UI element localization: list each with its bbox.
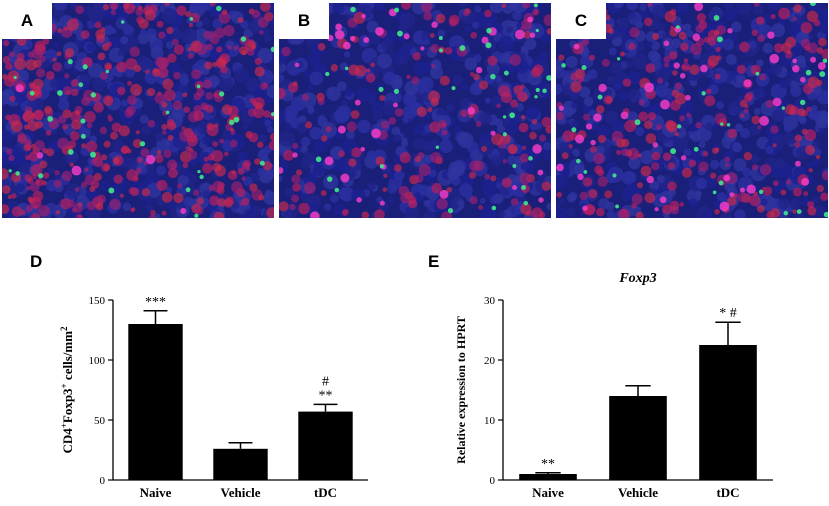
bar	[213, 448, 268, 480]
significance-marker: **	[319, 388, 333, 403]
bar	[519, 474, 577, 480]
y-tick-label: 150	[89, 295, 106, 307]
bar	[128, 324, 183, 480]
micrograph-c	[556, 3, 828, 218]
significance-marker: **	[541, 457, 555, 472]
category-label: tDC	[314, 485, 337, 500]
category-label: Vehicle	[221, 485, 261, 500]
y-tick-label: 30	[484, 295, 496, 307]
chart-e: 0 10 20 30 Naive ** Vehicle tDC * # Foxp3 Relative…	[420, 260, 829, 506]
panel-label-d: D	[30, 252, 43, 271]
category-label: tDC	[716, 485, 739, 500]
chart-d: 0 50 100 150 Naive *** Vehicle tDC ** # CD4+Foxp3+…	[0, 260, 400, 506]
panel-label-a: A	[2, 3, 52, 39]
bar	[298, 411, 353, 480]
panel-label-b: B	[279, 3, 329, 39]
category-label: Vehicle	[618, 485, 658, 500]
y-tick-label: 10	[484, 415, 496, 427]
panel-label-c: C	[556, 3, 606, 39]
y-axis-label: CD4+Foxp3+ cells/mm2	[59, 326, 75, 454]
significance-marker: #	[322, 374, 329, 389]
y-tick-label: 20	[484, 355, 496, 367]
y-axis-label: Relative expression to HPRT	[454, 316, 468, 464]
panel-label-e: E	[428, 252, 440, 271]
y-tick-label: 0	[100, 475, 106, 487]
chart-title: Foxp3	[618, 271, 656, 286]
significance-marker: ***	[145, 295, 166, 310]
y-tick-label: 50	[94, 415, 106, 427]
y-tick-label: 0	[490, 475, 496, 487]
bar	[699, 345, 757, 480]
y-tick-label: 100	[89, 355, 106, 367]
bar	[609, 396, 667, 480]
category-label: Naive	[532, 485, 564, 500]
category-label: Naive	[140, 485, 172, 500]
significance-marker: * #	[719, 306, 737, 321]
